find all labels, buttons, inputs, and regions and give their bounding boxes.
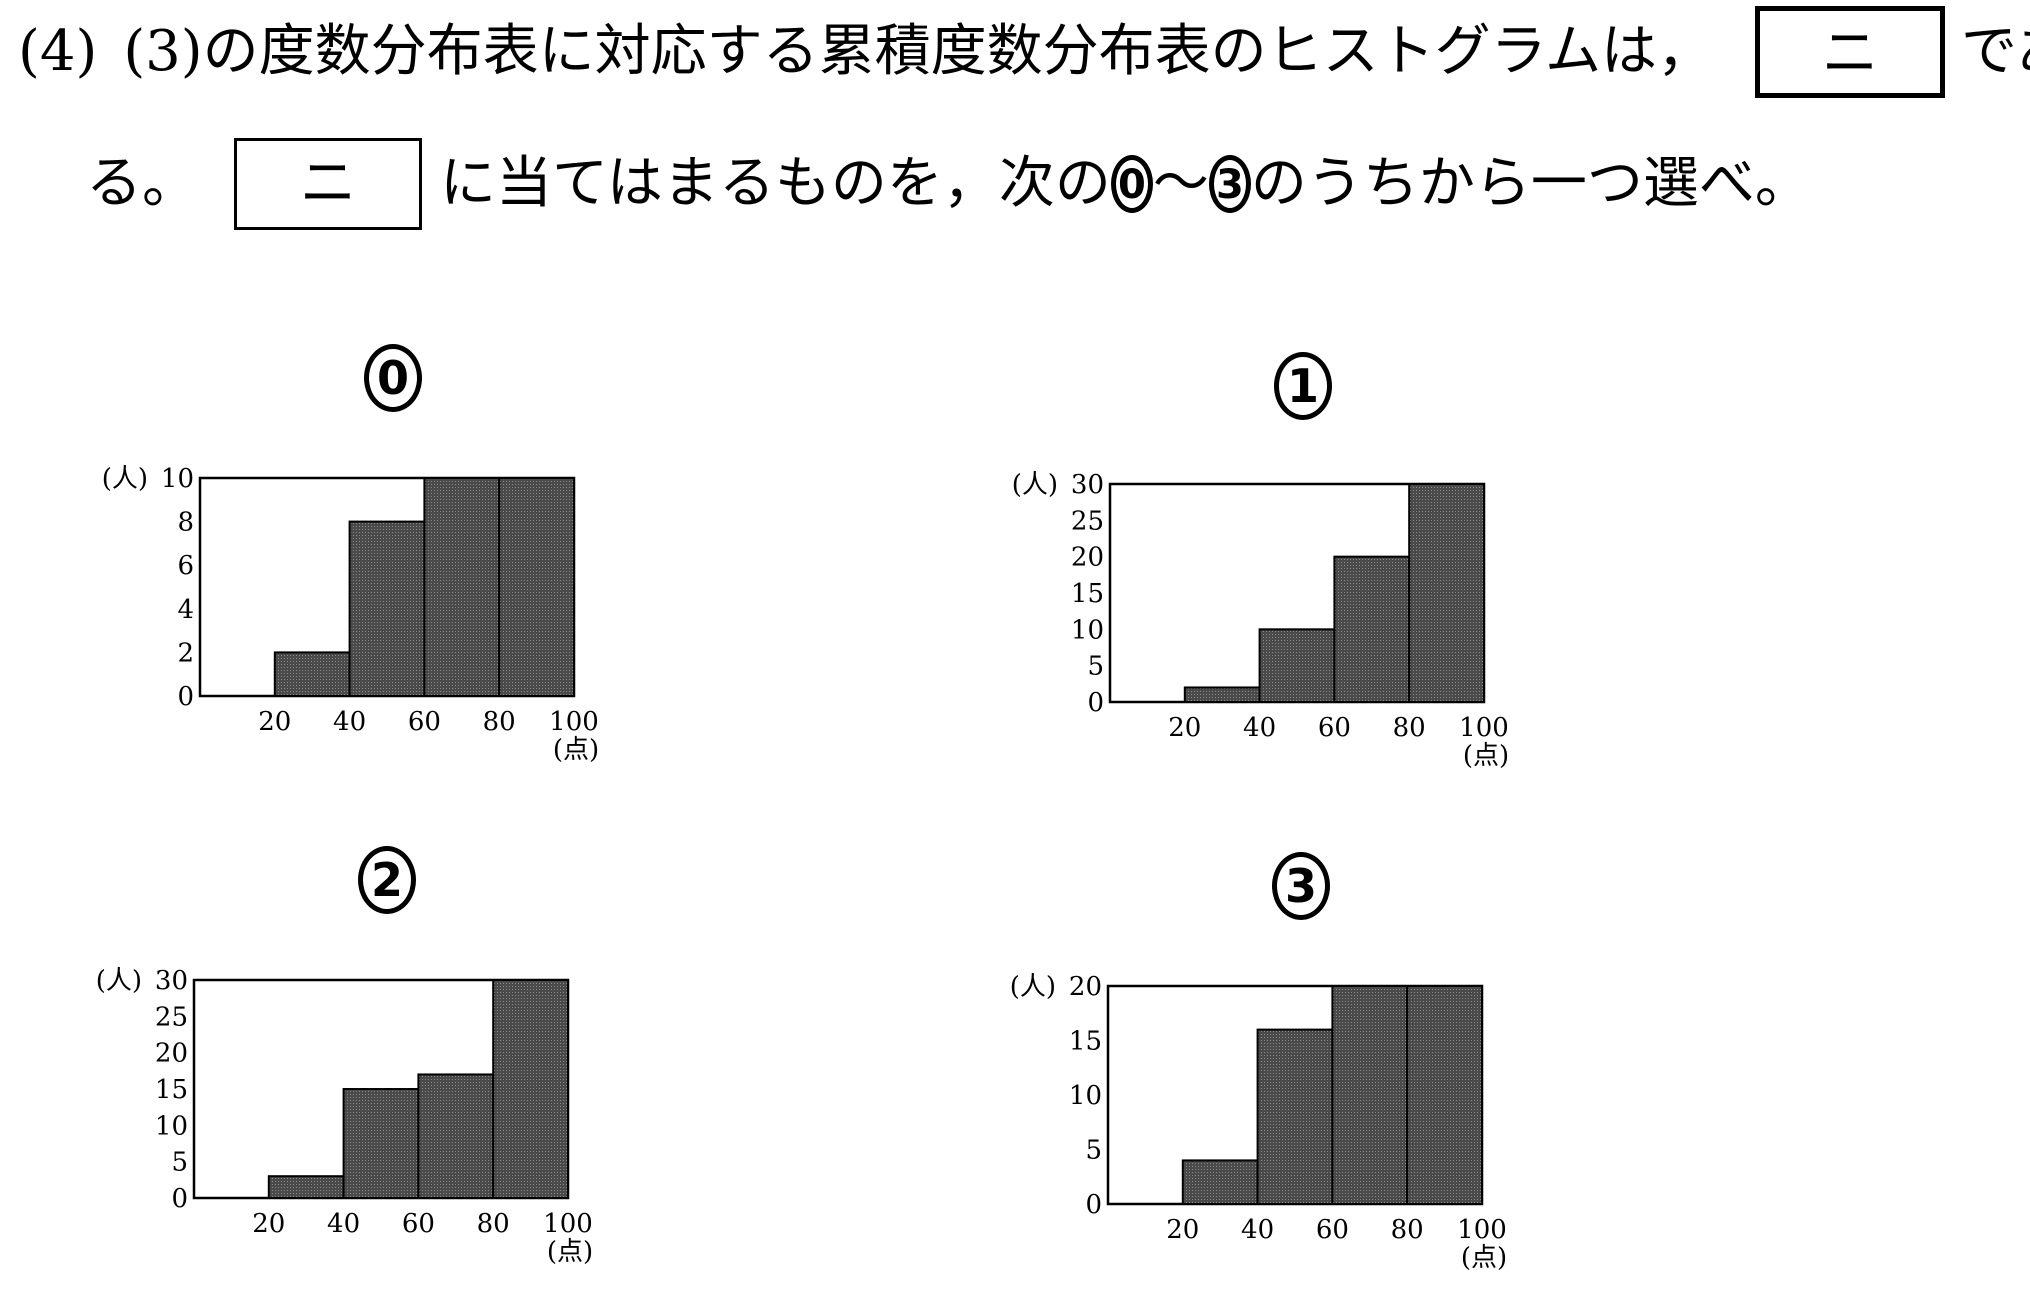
bar-60-80 — [423, 477, 501, 697]
bar-80-100 — [492, 979, 570, 1199]
question-text-end: る。 — [86, 151, 198, 216]
option-2-label[interactable]: 2 — [358, 846, 416, 914]
x-axis-unit: (点) — [547, 1237, 593, 1267]
y-tick-label: 20 — [1069, 972, 1102, 1002]
bar-40-60 — [348, 520, 426, 697]
y-tick-label: 15 — [1069, 1027, 1102, 1057]
y-tick-label: 8 — [177, 508, 194, 538]
y-tick-label: 5 — [171, 1148, 188, 1178]
histogram-option-3: 0 5 10 15 20 20 40 60 80 100 (人) (点) — [1010, 972, 1507, 1273]
bar-60-80 — [417, 1073, 495, 1199]
option-0-label[interactable]: 0 — [364, 344, 422, 412]
question-number: (4) — [18, 19, 98, 84]
x-tick-label: 60 — [1316, 1215, 1349, 1245]
y-axis-unit: (人) — [1012, 470, 1058, 500]
y-tick-label: 0 — [1087, 688, 1104, 718]
y-tick-label: 4 — [177, 595, 194, 625]
y-axis-unit: (人) — [96, 966, 142, 996]
x-tick-label: 80 — [483, 707, 516, 737]
option-3-label[interactable]: 3 — [1272, 852, 1330, 920]
x-tick-label: 100 — [543, 1209, 593, 1239]
option-last-marker: 3 — [1208, 155, 1251, 213]
y-tick-label: 30 — [155, 966, 188, 996]
x-tick-label: 100 — [549, 707, 599, 737]
bar-20-40 — [267, 1175, 345, 1199]
y-tick-label: 0 — [177, 682, 194, 712]
answer-blank-ref: ニ — [234, 138, 422, 230]
question-line-1: (4) (3)の度数分布表に対応する累積度数分布表のヒストグラムは， ニであ — [18, 6, 2030, 98]
y-tick-label: 2 — [177, 638, 194, 668]
y-axis-unit: (人) — [1010, 972, 1056, 1002]
instruction-text: に当てはまるものを，次の — [440, 151, 1111, 216]
x-tick-label: 20 — [1168, 713, 1201, 743]
y-tick-label: 6 — [177, 551, 194, 581]
bar-60-80 — [1331, 985, 1409, 1205]
x-tick-label: 40 — [1241, 1215, 1274, 1245]
y-tick-label: 30 — [1071, 470, 1104, 500]
y-tick-label: 10 — [1069, 1081, 1102, 1111]
bar-60-80 — [1333, 555, 1411, 703]
x-tick-label: 60 — [402, 1209, 435, 1239]
y-tick-label: 10 — [1071, 615, 1104, 645]
x-tick-label: 80 — [477, 1209, 510, 1239]
bar-40-60 — [342, 1088, 420, 1199]
histogram-option-2: 0 5 10 15 20 25 30 20 40 60 80 100 (人) (点) — [96, 966, 593, 1267]
option-1-label[interactable]: 1 — [1274, 352, 1332, 420]
y-tick-label: 25 — [155, 1002, 188, 1032]
y-axis-unit: (人) — [102, 464, 148, 494]
x-tick-label: 20 — [258, 707, 291, 737]
x-axis-unit: (点) — [1461, 1243, 1507, 1273]
bar-40-60 — [1258, 628, 1336, 703]
bar-80-100 — [498, 477, 576, 697]
y-tick-label: 10 — [161, 464, 194, 494]
x-tick-label: 60 — [1318, 713, 1351, 743]
question-text: (3)の度数分布表に対応する累積度数分布表のヒストグラムは， — [123, 19, 1713, 84]
bar-80-100 — [1408, 483, 1486, 703]
x-tick-label: 20 — [252, 1209, 285, 1239]
x-tick-label: 80 — [1391, 1215, 1424, 1245]
question-text-cont: であ — [1960, 19, 2030, 84]
bar-40-60 — [1256, 1028, 1334, 1205]
histogram-option-1: 0 5 10 15 20 25 30 20 40 60 80 100 (人) (点) — [1012, 470, 1509, 771]
y-tick-label: 15 — [155, 1075, 188, 1105]
y-tick-label: 0 — [1085, 1190, 1102, 1220]
y-tick-label: 20 — [1071, 543, 1104, 573]
x-tick-label: 100 — [1459, 713, 1509, 743]
x-tick-label: 100 — [1457, 1215, 1507, 1245]
bar-20-40 — [1183, 686, 1261, 703]
option-first-marker: 0 — [1110, 155, 1153, 213]
y-tick-label: 5 — [1085, 1136, 1102, 1166]
instruction-text-end: のうちから一つ選べ。 — [1250, 151, 1811, 216]
x-tick-label: 20 — [1166, 1215, 1199, 1245]
bar-20-40 — [273, 651, 351, 697]
tilde: ～ — [1152, 151, 1209, 216]
y-tick-label: 20 — [155, 1039, 188, 1069]
x-tick-label: 60 — [408, 707, 441, 737]
y-tick-label: 15 — [1071, 579, 1104, 609]
bar-20-40 — [1181, 1159, 1259, 1205]
histogram-option-0: 0 2 4 6 8 10 20 40 60 80 100 (人) (点) — [102, 464, 599, 765]
y-tick-label: 10 — [155, 1111, 188, 1141]
x-tick-label: 80 — [1393, 713, 1426, 743]
y-tick-label: 0 — [171, 1184, 188, 1214]
x-tick-label: 40 — [1243, 713, 1276, 743]
y-tick-label: 25 — [1071, 506, 1104, 536]
question-line-2: る。ニに当てはまるものを，次の 0 ～ 3 のうちから一つ選べ。 — [86, 138, 1811, 230]
answer-blank-box[interactable]: ニ — [1754, 6, 1945, 98]
x-tick-label: 40 — [327, 1209, 360, 1239]
x-axis-unit: (点) — [553, 735, 599, 765]
x-axis-unit: (点) — [1463, 741, 1509, 771]
bar-80-100 — [1406, 985, 1484, 1205]
x-tick-label: 40 — [333, 707, 366, 737]
y-tick-label: 5 — [1087, 652, 1104, 682]
